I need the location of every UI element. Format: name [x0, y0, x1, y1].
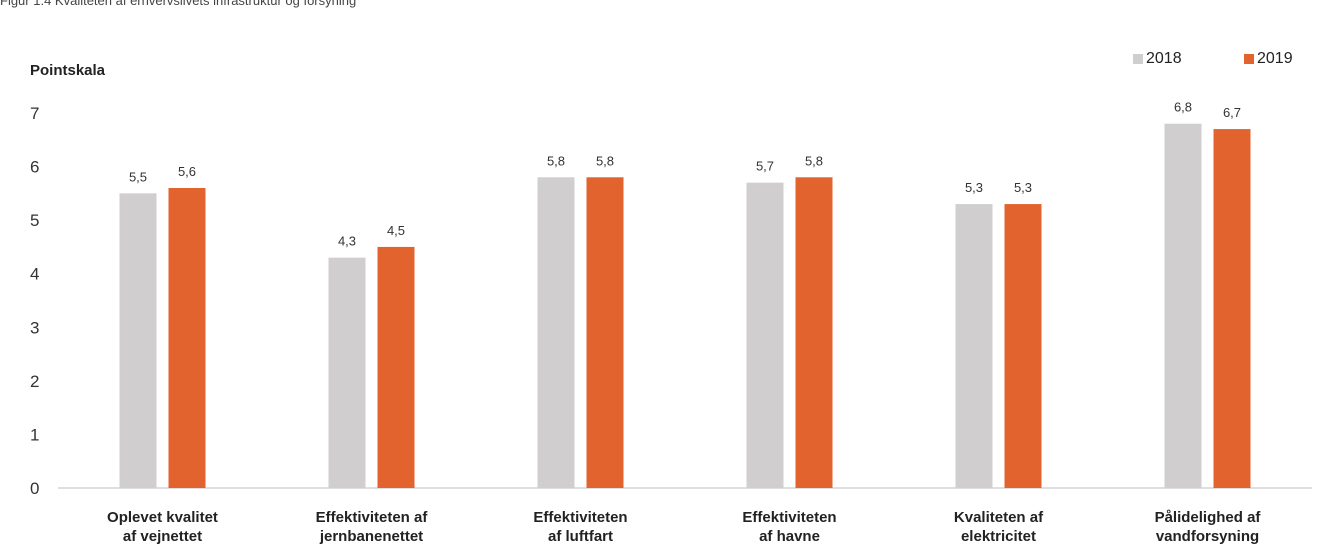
- bar-2019: [377, 246, 415, 488]
- x-tick-label: Effektiviteten af jernbanenettet: [272, 508, 472, 546]
- x-tick-label: Pålidelighed af vandforsyning: [1108, 508, 1308, 546]
- data-label-2018: 5,8: [547, 153, 565, 168]
- y-tick-label: 7: [30, 104, 39, 123]
- x-tick-label-line: af vejnettet: [122, 528, 203, 545]
- x-tick-label-line: Effektiviteten: [742, 509, 837, 526]
- data-label-2019: 6,7: [1223, 105, 1241, 120]
- x-tick-label-line: af havne: [759, 528, 820, 545]
- x-tick-label-line: Kvaliteten af: [953, 509, 1044, 526]
- bar-2018: [955, 204, 993, 489]
- y-tick-label: 6: [30, 158, 39, 177]
- bar-2018: [119, 193, 157, 488]
- x-tick-label-line: af luftfart: [548, 528, 613, 545]
- x-tick-label-line: Pålidelighed af: [1154, 509, 1261, 526]
- y-tick-label: 0: [30, 479, 39, 498]
- legend-2019: 2019: [1244, 50, 1293, 68]
- legend-label-2019: 2019: [1257, 50, 1293, 67]
- data-label-2018: 4,3: [338, 234, 356, 249]
- bar-2019: [168, 188, 206, 488]
- y-tick-label: 5: [30, 211, 39, 230]
- y-tick-label: 2: [30, 372, 39, 391]
- legend-swatch-2019: [1244, 54, 1254, 64]
- x-tick-label-line: elektricitet: [960, 528, 1037, 545]
- figure-caption: Figur 1.4 Kvaliteten af erhvervslivets i…: [0, 0, 357, 8]
- x-tick-label: Effektiviteten af luftfart: [481, 508, 681, 546]
- data-label-2019: 5,3: [1014, 180, 1032, 195]
- bar-2018: [1164, 123, 1202, 488]
- data-label-2019: 4,5: [387, 223, 405, 238]
- bar-2018: [537, 177, 575, 489]
- bar-2019: [1213, 129, 1251, 489]
- y-tick-label: 4: [30, 265, 39, 284]
- x-tick-label: Kvaliteten af elektricitet: [899, 508, 1099, 546]
- x-tick-label: Effektiviteten af havne: [690, 508, 890, 546]
- x-tick-label-line: Oplevet kvalitet: [107, 509, 218, 526]
- x-tick-label-line: Effektiviteten: [533, 509, 628, 526]
- legend-swatch-2018: [1133, 54, 1143, 64]
- data-label-2019: 5,6: [178, 164, 196, 179]
- data-label-2019: 5,8: [596, 153, 614, 168]
- legend-2018: 2018: [1133, 50, 1182, 68]
- bar-2019: [795, 177, 833, 489]
- bar-2018: [746, 182, 784, 488]
- legend-label-2018: 2018: [1146, 50, 1182, 67]
- data-label-2018: 5,5: [129, 169, 147, 184]
- x-tick-label-line: jernbanenettet: [319, 528, 424, 545]
- bar-2019: [586, 177, 624, 489]
- data-label-2018: 5,3: [965, 180, 983, 195]
- bar-2019: [1004, 204, 1042, 489]
- data-label-2018: 6,8: [1174, 100, 1192, 115]
- data-label-2019: 5,8: [805, 153, 823, 168]
- x-tick-label-line: Effektiviteten af: [315, 509, 428, 526]
- data-label-2018: 5,7: [756, 159, 774, 174]
- y-tick-label: 1: [30, 425, 39, 444]
- x-tick-label: Oplevet kvalitet af vejnettet: [63, 508, 263, 546]
- y-tick-label: 3: [30, 318, 39, 337]
- x-tick-label-line: vandforsyning: [1155, 528, 1260, 545]
- y-axis-title: Pointskala: [30, 62, 106, 79]
- bar-2018: [328, 257, 366, 488]
